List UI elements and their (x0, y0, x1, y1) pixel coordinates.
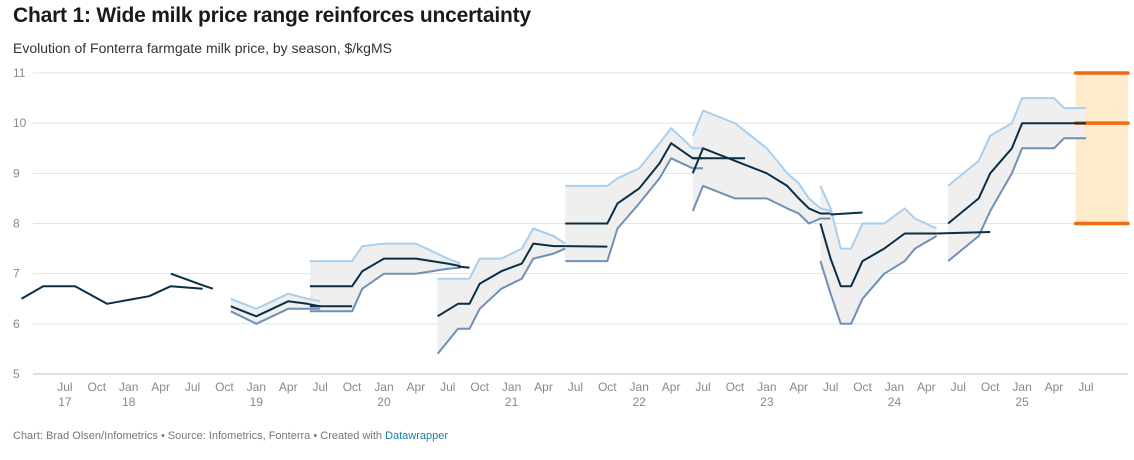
high-line-2018-19 (230, 292, 321, 310)
x-tick-month-12: Jul (440, 380, 455, 394)
x-tick-month-22: Jan (757, 380, 776, 394)
x-tick-month-5: Oct (215, 380, 234, 394)
y-tick-label-8: 8 (13, 217, 20, 231)
grid-layer (33, 72, 1128, 375)
x-tick-month-26: Jan (885, 380, 904, 394)
x-tick-year-23: 23 (760, 395, 774, 409)
x-tick-year-24: 24 (888, 395, 902, 409)
low-line-2021-22 (565, 157, 703, 263)
datawrapper-link[interactable]: Datawrapper (385, 430, 449, 442)
mid-line-2021-22 (565, 142, 703, 225)
mid-line-2024-25 (947, 122, 1086, 225)
x-tick-month-31: Apr (1045, 380, 1064, 394)
x-tick-month-29: Oct (981, 380, 1000, 394)
x-tick-year-25: 25 (1015, 395, 1029, 409)
x-tick-month-32: Jul (1078, 380, 1093, 394)
x-tick-month-24: Jul (823, 380, 838, 394)
x-tick-month-2: Jan (119, 380, 138, 394)
x-tick-year-18: 18 (122, 395, 136, 409)
x-tick-month-27: Apr (917, 380, 936, 394)
mid-line-2023-24 (819, 223, 937, 288)
x-tick-month-4: Jul (185, 380, 200, 394)
x-tick-month-21: Oct (726, 380, 745, 394)
mid-tail-line-2021-22 (565, 245, 608, 248)
range-band-2020-21 (437, 228, 566, 354)
chart-subtitle: Evolution of Fonterra farmgate milk pric… (13, 40, 392, 56)
high-line-2024-25 (947, 97, 1086, 187)
x-tick-month-14: Jan (502, 380, 521, 394)
range-band-2018-19 (230, 293, 321, 324)
series-line-layer (20, 71, 1130, 355)
x-tick-year-20: 20 (377, 395, 391, 409)
high-line-2022-23 (691, 109, 831, 212)
high-line-2021-22 (565, 127, 703, 187)
range-band-layer (230, 73, 1128, 354)
low-line-2022-23 (691, 184, 831, 225)
x-tick-year-22: 22 (633, 395, 647, 409)
range-band-2022-23 (692, 110, 831, 224)
x-tick-month-6: Jan (247, 380, 266, 394)
y-tick-label-9: 9 (13, 166, 20, 180)
x-tick-month-13: Oct (470, 380, 489, 394)
low-line-2023-24 (819, 235, 938, 325)
mid-line-2019-20 (309, 257, 461, 288)
chart-title: Chart 1: Wide milk price range reinforce… (13, 4, 531, 27)
x-tick-month-19: Apr (662, 380, 681, 394)
x-tick-month-7: Apr (279, 380, 298, 394)
x-tick-month-10: Jan (374, 380, 393, 394)
x-tick-month-16: Jul (568, 380, 583, 394)
x-tick-month-20: Jul (695, 380, 710, 394)
x-tick-month-3: Apr (151, 380, 170, 394)
x-tick-month-15: Apr (534, 380, 553, 394)
x-tick-month-9: Oct (343, 380, 362, 394)
x-tick-month-11: Apr (407, 380, 426, 394)
mid-tail-line-2024-25 (936, 231, 991, 235)
x-tick-year-21: 21 (505, 395, 519, 409)
x-tick-month-0: Jul (57, 380, 72, 394)
x-tick-month-23: Apr (789, 380, 808, 394)
mid-line-2016-17 (20, 285, 203, 305)
x-tick-month-18: Jan (630, 380, 649, 394)
range-band-2024-25 (948, 98, 1086, 262)
mid-line-2017-18 (170, 272, 214, 290)
x-tick-month-28: Jul (951, 380, 966, 394)
x-tick-month-17: Oct (598, 380, 617, 394)
mid-tail-line-2023-24 (830, 211, 863, 216)
forecast-range-band-2025-26 (1075, 73, 1128, 224)
y-tick-label-10: 10 (13, 116, 27, 130)
y-tick-label-6: 6 (13, 317, 20, 331)
x-tick-year-17: 17 (58, 395, 72, 409)
high-line-2020-21 (437, 227, 566, 280)
mid-line-2018-19 (230, 300, 321, 318)
range-band-2021-22 (565, 128, 703, 262)
footer-credit: Chart: Brad Olsen/Infometrics • Source: … (13, 430, 386, 442)
y-tick-label-11: 11 (13, 66, 26, 80)
x-tick-month-30: Jan (1012, 380, 1031, 394)
y-tick-label-5: 5 (13, 367, 20, 381)
low-line-2019-20 (309, 266, 461, 313)
high-line-2019-20 (309, 242, 461, 265)
mid-tail-line-2020-21 (457, 265, 470, 269)
mid-line-2022-23 (691, 147, 831, 215)
y-tick-label-7: 7 (13, 267, 20, 281)
range-band-2023-24 (820, 185, 937, 324)
mid-line-2020-21 (437, 242, 566, 318)
low-line-2018-19 (230, 307, 321, 325)
x-tick-month-25: Oct (853, 380, 872, 394)
high-line-2023-24 (819, 185, 938, 250)
low-line-2020-21 (436, 247, 566, 355)
x-tick-year-19: 19 (250, 395, 264, 409)
chart-footer: Chart: Brad Olsen/Infometrics • Source: … (13, 430, 448, 442)
x-tick-month-1: Oct (87, 380, 106, 394)
x-tick-month-8: Jul (312, 380, 327, 394)
